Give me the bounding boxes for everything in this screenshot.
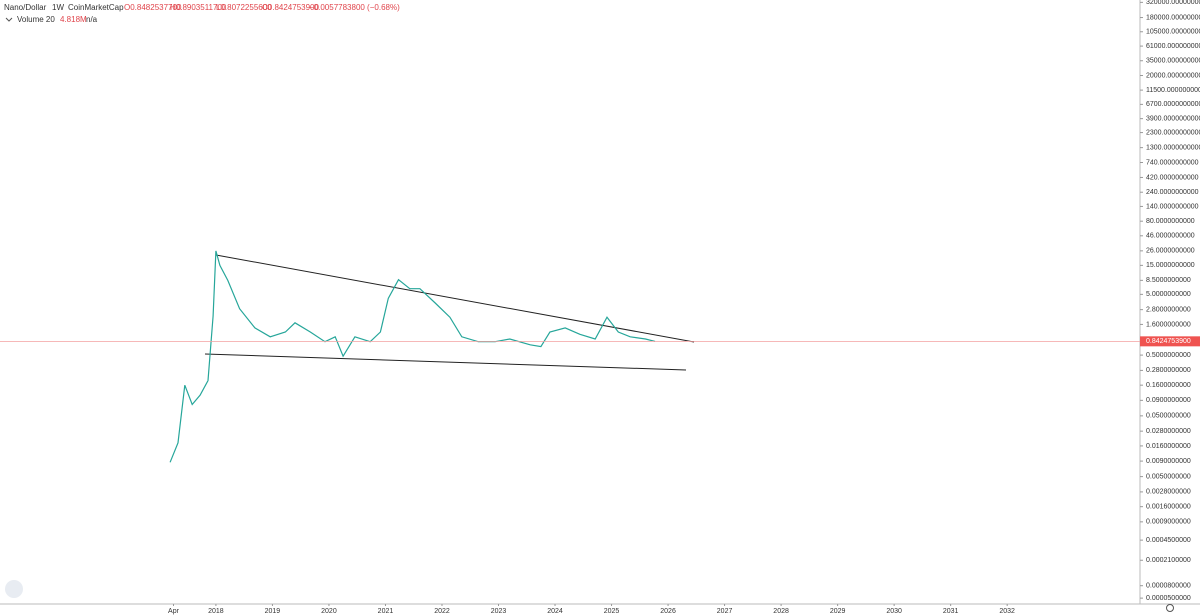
- y-tick-label: 0.0900000000: [1146, 397, 1191, 404]
- source: CoinMarketCap: [68, 3, 124, 12]
- y-tick-label: 0.0028000000: [1146, 489, 1191, 496]
- y-tick-label: 0.0016000000: [1146, 504, 1191, 511]
- y-tick-label: 26.0000000000: [1146, 248, 1195, 255]
- logo[interactable]: [5, 580, 23, 598]
- price-line: [169, 250, 656, 463]
- x-tick-label: 2028: [773, 608, 789, 615]
- x-tick-label: 2026: [660, 608, 676, 615]
- y-tick-label: 0.0009000000: [1146, 519, 1191, 526]
- x-tick-label: 2029: [830, 608, 846, 615]
- x-tick-label: 2027: [717, 608, 733, 615]
- volume-ma: n/a: [86, 15, 98, 24]
- last-price-label: 0.8424753900: [1146, 338, 1191, 345]
- high: H0.8903511700: [170, 3, 227, 12]
- x-tick-label: 2018: [208, 608, 224, 615]
- y-tick-label: 20000.0000000000: [1146, 72, 1200, 79]
- x-tick-label: 2021: [378, 608, 394, 615]
- y-tick-label: 0.5000000000: [1146, 352, 1191, 359]
- volume-value: 4.818M: [60, 15, 87, 24]
- y-tick-label: 0.0002100000: [1146, 557, 1191, 564]
- y-tick-label: 6700.0000000000: [1146, 101, 1200, 108]
- x-tick-label: 2024: [547, 608, 563, 615]
- y-tick-label: 3900.0000000000: [1146, 115, 1200, 122]
- symbol: Nano/Dollar: [4, 3, 47, 12]
- x-tick-label: 2020: [321, 608, 337, 615]
- y-tick-label: 0.2800000000: [1146, 367, 1191, 374]
- volume-label: Volume 20: [17, 15, 55, 24]
- y-tick-label: 35000.0000000000: [1146, 58, 1200, 65]
- legend: Nano/Dollar 1W CoinMarketCap O0.84825377…: [4, 3, 400, 24]
- y-tick-label: 46.0000000000: [1146, 233, 1195, 240]
- x-tick-label: 2019: [265, 608, 281, 615]
- y-tick-label: 80.0000000000: [1146, 218, 1195, 225]
- last-price-box: [1140, 336, 1200, 347]
- y-tick-label: 1.6000000000: [1146, 321, 1191, 328]
- y-tick-label: 180000.0000000000: [1146, 14, 1200, 21]
- x-tick-label: 2030: [886, 608, 902, 615]
- open: O0.8482537700: [124, 3, 182, 12]
- x-tick-label: 2032: [999, 608, 1015, 615]
- y-tick-label: 1300.0000000000: [1146, 144, 1200, 151]
- y-tick-label: 2.8000000000: [1146, 306, 1191, 313]
- x-tick-label: 2022: [434, 608, 450, 615]
- y-tick-label: 0.0280000000: [1146, 428, 1191, 435]
- x-tick-label: Apr: [168, 608, 180, 615]
- y-tick-label: 0.0000800000: [1146, 583, 1191, 590]
- y-tick-label: 0.0160000000: [1146, 443, 1191, 450]
- y-tick-label: 0.0050000000: [1146, 473, 1191, 480]
- y-tick-label: 5.0000000000: [1146, 291, 1191, 298]
- y-tick-label: 2300.0000000000: [1146, 129, 1200, 136]
- x-tick-label: 2023: [491, 608, 507, 615]
- y-tick-label: 740.0000000000: [1146, 159, 1199, 166]
- collapse-icon[interactable]: [5, 17, 13, 22]
- y-tick-label: 0.1600000000: [1146, 382, 1191, 389]
- y-tick-label: 61000.0000000000: [1146, 43, 1200, 50]
- x-tick-label: 2031: [943, 608, 959, 615]
- y-tick-label: 320000.0000000000: [1146, 0, 1200, 6]
- interval: 1W: [52, 3, 64, 12]
- close: C0.8424753900: [262, 3, 319, 12]
- y-tick-label: 0.0000500000: [1146, 595, 1191, 602]
- y-tick-label: 0.0090000000: [1146, 458, 1191, 465]
- trend-line-lower: [204, 353, 687, 371]
- y-tick-label: 420.0000000000: [1146, 174, 1199, 181]
- y-tick-label: 8.5000000000: [1146, 277, 1191, 284]
- y-tick-label: 240.0000000000: [1146, 189, 1199, 196]
- y-tick-label: 105000.0000000000: [1146, 29, 1200, 36]
- settings-icon[interactable]: [1166, 604, 1174, 612]
- y-tick-label: 11500.0000000000: [1146, 87, 1200, 94]
- y-tick-label: 15.0000000000: [1146, 262, 1195, 269]
- y-tick-label: 140.0000000000: [1146, 203, 1199, 210]
- change: −0.0057783800 (−0.68%): [309, 3, 400, 12]
- low: L0.8072255600: [216, 3, 272, 12]
- y-tick-label: 0.0500000000: [1146, 413, 1191, 420]
- x-tick-label: 2025: [604, 608, 620, 615]
- y-tick-label: 0.0004500000: [1146, 537, 1191, 544]
